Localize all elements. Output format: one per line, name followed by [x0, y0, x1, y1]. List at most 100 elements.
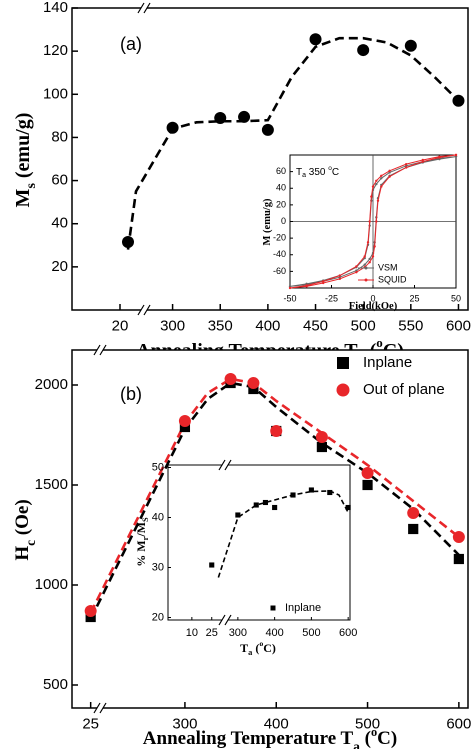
y-axis-label: M (emu/g) [262, 198, 273, 245]
marker [388, 171, 391, 174]
y-tick-label: 60 [51, 172, 68, 189]
marker [366, 241, 370, 244]
y-tick-label: 30 [152, 561, 164, 573]
marker [371, 185, 375, 188]
y-tick-label: 0 [281, 216, 286, 226]
y-tick-label: 50 [152, 461, 164, 473]
x-tick-label: 20 [112, 317, 129, 334]
marker [178, 415, 191, 427]
axis-break [99, 702, 107, 714]
y-axis-label-part: s [24, 183, 39, 189]
marker [309, 33, 322, 46]
marker [370, 195, 373, 198]
marker [308, 487, 314, 493]
marker [380, 177, 383, 180]
annotation-part: o [328, 165, 332, 172]
fit-curve [126, 36, 460, 250]
marker [388, 169, 391, 172]
axis-break [137, 304, 145, 316]
marker [288, 286, 292, 290]
y-axis-label: Hc (Oe) [12, 499, 37, 560]
axis-break-gap [97, 706, 103, 710]
x-axis-label-part: o [259, 639, 263, 648]
y-tick-label: 40 [276, 183, 286, 193]
y-tick-label: 80 [51, 128, 68, 145]
y-tick-label: 120 [43, 42, 68, 59]
marker [355, 265, 358, 268]
axis-break-gap [141, 308, 147, 312]
marker [214, 112, 227, 125]
marker [361, 467, 374, 479]
x-axis-label-part: o [376, 335, 383, 350]
x-tick-label: 350 [208, 317, 233, 334]
x-tick-label: 25 [206, 627, 218, 639]
legend-label: Inplane [363, 354, 412, 371]
marker [362, 479, 373, 491]
x-tick-label: 600 [446, 715, 471, 732]
annotation-part: 350 [306, 167, 328, 178]
marker [290, 492, 296, 498]
marker [364, 266, 368, 270]
x-tick-label: 500 [302, 627, 320, 639]
y-tick-label: 20 [51, 258, 68, 275]
legend-label: Out of plane [363, 381, 445, 398]
marker [438, 156, 441, 159]
y-tick-label: -40 [273, 249, 286, 259]
marker [404, 39, 417, 52]
axis-break [143, 304, 151, 316]
y-axis-label: % Mr/MS [134, 517, 151, 567]
marker [288, 285, 292, 288]
x-tick-label: 500 [355, 715, 380, 732]
y-tick-label: 40 [51, 215, 68, 232]
annotation-part: C [332, 167, 339, 178]
marker [364, 278, 368, 282]
x-tick-label: 400 [264, 715, 289, 732]
marker [336, 383, 350, 397]
marker [405, 164, 408, 168]
y-axis-label-part: r [141, 536, 150, 540]
marker [355, 269, 358, 272]
x-axis-label-part: ( [360, 728, 371, 749]
y-tick-label: 500 [43, 676, 68, 693]
x-tick-label: 600 [446, 317, 471, 334]
marker [388, 175, 391, 178]
marker [322, 280, 325, 283]
annotation-part: a [302, 172, 306, 179]
marker [355, 271, 358, 274]
y-axis-label-part: M (emu/g) [262, 198, 273, 245]
marker [315, 431, 328, 443]
y-axis-label-part: % M [134, 540, 148, 566]
x-tick-label: 300 [172, 715, 197, 732]
y-tick-label: 2000 [35, 376, 68, 393]
y-axis-label: Ms (emu/g) [12, 113, 39, 208]
x-tick-label: 50 [451, 293, 461, 303]
y-tick-label: -20 [273, 233, 286, 243]
x-axis-label: Field(kOe) [349, 301, 398, 312]
marker [235, 512, 241, 518]
marker [224, 373, 237, 385]
x-axis-label: Annealing Temperature Ta (oC) [143, 725, 397, 749]
axis-break [93, 344, 101, 356]
y-axis-label-part: M [12, 188, 34, 207]
marker [363, 263, 366, 266]
marker [380, 185, 383, 188]
y-axis-label-part: (Oe) [12, 499, 33, 540]
x-axis-label-part: C) [263, 641, 276, 655]
marker [373, 245, 376, 248]
y-tick-label: 1000 [35, 576, 68, 593]
marker [84, 605, 97, 617]
marker [421, 160, 424, 163]
x-axis-label-part: T [240, 641, 248, 655]
marker [270, 605, 276, 611]
axis-break [224, 614, 232, 626]
marker [421, 158, 424, 162]
axis-break [224, 459, 232, 471]
axis-break-gap [97, 348, 103, 352]
marker [272, 504, 278, 511]
marker [322, 281, 325, 285]
marker [238, 110, 251, 123]
x-tick-label: 400 [265, 627, 283, 639]
annotation: Ta 350 oC [296, 165, 339, 179]
y-axis-label-part: H [12, 546, 33, 561]
